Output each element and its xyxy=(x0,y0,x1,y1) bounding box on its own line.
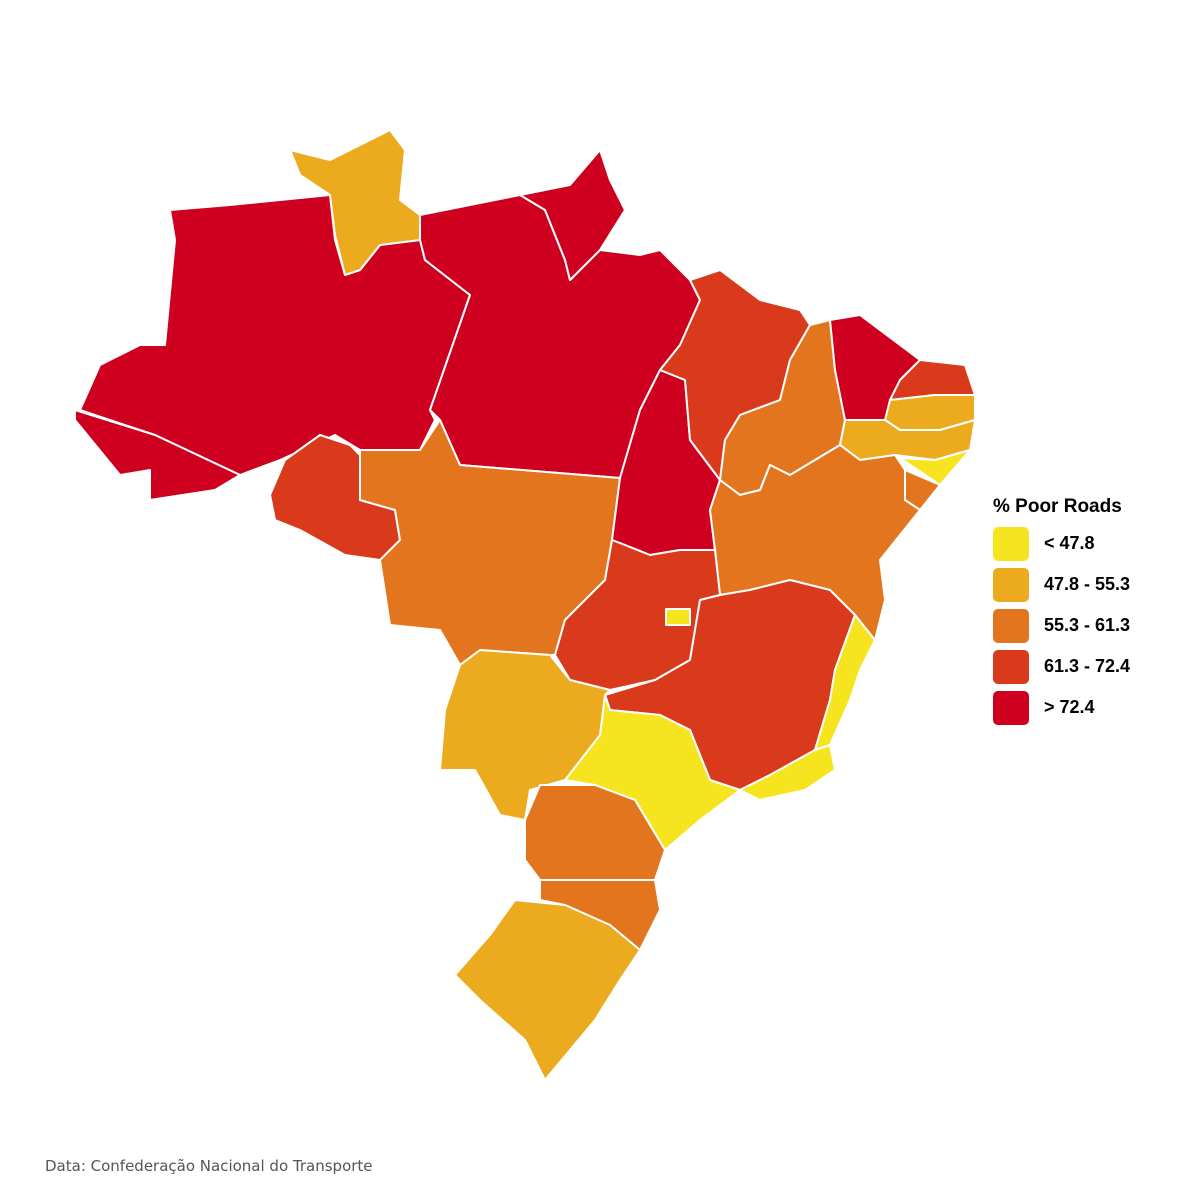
legend-label: > 72.4 xyxy=(1044,697,1095,717)
legend-title: % Poor Roads xyxy=(993,496,1122,517)
legend-swatch xyxy=(993,609,1029,643)
states xyxy=(74,129,976,1081)
state xyxy=(665,608,691,626)
source: Data: Confederação Nacional do Transport… xyxy=(45,1157,373,1175)
legend-label: < 47.8 xyxy=(1044,533,1095,553)
legend-label: 61.3 - 72.4 xyxy=(1044,656,1130,676)
legend-swatch xyxy=(993,650,1029,684)
legend-swatch xyxy=(993,527,1029,561)
state xyxy=(454,899,641,1081)
legend-label: 55.3 - 61.3 xyxy=(1044,615,1130,635)
state xyxy=(519,149,626,281)
state xyxy=(439,649,611,821)
state xyxy=(739,744,836,801)
legend: < 47.8 47.8 - 55.3 55.3 - 61.3 61.3 - 72.4 >… xyxy=(993,527,1130,725)
legend-swatch xyxy=(993,691,1029,725)
legend-swatch xyxy=(993,568,1029,602)
state xyxy=(74,409,241,501)
legend-label: 47.8 - 55.3 xyxy=(1044,574,1130,594)
state xyxy=(899,449,971,486)
